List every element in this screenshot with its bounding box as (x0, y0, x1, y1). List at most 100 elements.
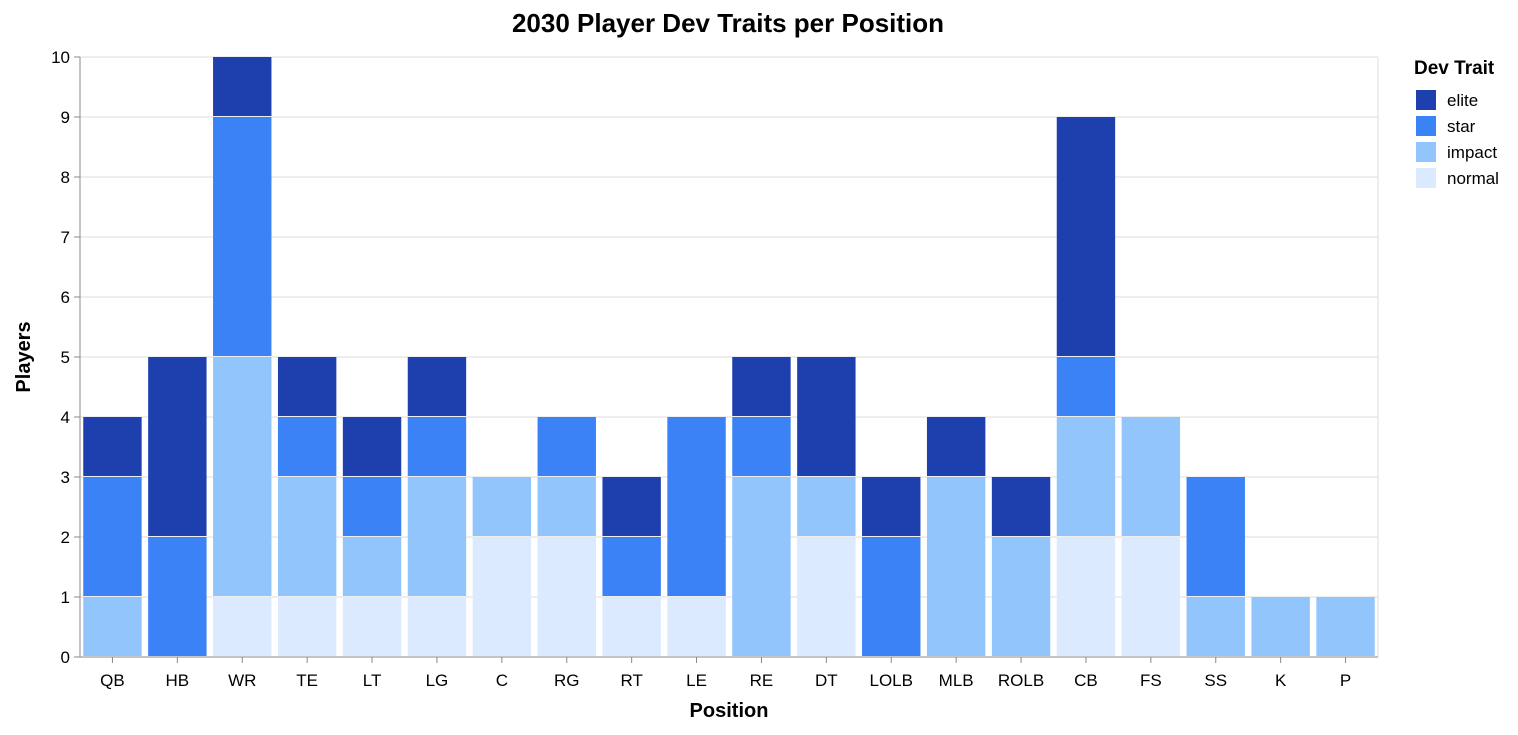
bar-le-star (667, 417, 726, 596)
bar-te-impact (277, 477, 337, 596)
x-tick-label-lt: LT (363, 671, 382, 690)
bar-cb-normal (1056, 537, 1116, 656)
bar-le-normal (667, 597, 726, 656)
bar-ss-star (1186, 477, 1245, 596)
legend-label-normal: normal (1447, 169, 1499, 188)
bar-c-normal (472, 537, 532, 656)
bar-rg-normal (537, 537, 596, 656)
x-tick-label-te: TE (296, 671, 318, 690)
bar-rt-elite (602, 477, 661, 536)
bar-qb-impact (83, 597, 142, 656)
bar-wr-impact (213, 357, 272, 596)
bar-lolb-star (862, 537, 921, 656)
bar-fs-normal (1121, 537, 1181, 656)
bar-re-impact (732, 477, 791, 656)
y-tick-label: 6 (61, 288, 70, 307)
bar-rt-normal (602, 597, 661, 656)
y-tick-label: 8 (61, 168, 70, 187)
bar-k-impact (1251, 597, 1310, 656)
x-tick-label-p: P (1340, 671, 1351, 690)
bar-rolb-impact (991, 537, 1051, 656)
bar-te-elite (277, 357, 337, 416)
x-tick-label-rg: RG (554, 671, 580, 690)
y-tick-label: 0 (61, 648, 70, 667)
bar-re-elite (732, 357, 791, 416)
bar-cb-elite (1056, 117, 1116, 356)
bar-lt-star (342, 477, 402, 536)
x-tick-label-rt: RT (620, 671, 642, 690)
y-tick-label: 1 (61, 588, 70, 607)
bar-rg-impact (537, 477, 596, 536)
bars (83, 57, 1375, 656)
bar-rg-star (537, 417, 596, 476)
bar-hb-elite (148, 357, 207, 536)
y-tick-label: 10 (51, 48, 70, 67)
x-tick-label-lg: LG (426, 671, 449, 690)
legend-swatch-impact (1416, 142, 1436, 162)
y-tick-label: 7 (61, 228, 70, 247)
bar-cb-impact (1056, 417, 1116, 536)
legend-title: Dev Trait (1414, 58, 1495, 79)
y-tick-label: 5 (61, 348, 70, 367)
legend-swatch-elite (1416, 90, 1436, 110)
bar-dt-elite (797, 357, 856, 476)
bar-wr-star (213, 117, 272, 356)
legend-swatch-star (1416, 116, 1436, 136)
bar-hb-star (148, 537, 207, 656)
x-tick-label-hb: HB (166, 671, 190, 690)
bar-lg-normal (407, 597, 467, 656)
bar-dt-impact (797, 477, 856, 536)
bar-wr-elite (213, 57, 272, 116)
bar-rolb-elite (991, 477, 1051, 536)
legend-swatch-normal (1416, 168, 1436, 188)
gridlines (80, 56, 1379, 658)
y-tick-label: 9 (61, 108, 70, 127)
legend: Dev Trait elite star impact normal (1414, 58, 1499, 188)
legend-label-elite: elite (1447, 91, 1478, 110)
bar-cb-star (1056, 357, 1116, 416)
x-tick-label-c: C (496, 671, 508, 690)
y-tick-label: 2 (61, 528, 70, 547)
bar-qb-elite (83, 417, 142, 476)
bar-lg-impact (407, 477, 467, 596)
y-tick-label: 4 (61, 408, 70, 427)
bar-ss-impact (1186, 597, 1245, 656)
x-tick-label-cb: CB (1074, 671, 1098, 690)
bar-mlb-elite (926, 417, 986, 476)
x-tick-label-rolb: ROLB (998, 671, 1044, 690)
chart-title: 2030 Player Dev Traits per Position (512, 8, 944, 38)
bar-fs-impact (1121, 417, 1181, 536)
x-tick-label-mlb: MLB (939, 671, 974, 690)
bar-wr-normal (213, 597, 272, 656)
bar-c-impact (472, 477, 532, 536)
legend-label-star: star (1447, 117, 1476, 136)
bar-lt-elite (342, 417, 402, 476)
bar-qb-star (83, 477, 142, 596)
x-tick-label-dt: DT (815, 671, 838, 690)
bar-re-star (732, 417, 791, 476)
bar-lt-normal (342, 597, 402, 656)
bar-p-impact (1316, 597, 1375, 656)
axes: 0 1 2 3 4 5 6 7 8 9 10 QB HB WR TE LT LG C RG RT LE RE DT LOLB M… (51, 48, 1378, 690)
x-tick-label-qb: QB (100, 671, 125, 690)
bar-lg-star (407, 417, 467, 476)
bar-lt-impact (342, 537, 402, 596)
x-tick-label-lolb: LOLB (870, 671, 913, 690)
bar-lolb-elite (862, 477, 921, 536)
legend-label-impact: impact (1447, 143, 1497, 162)
bar-lg-elite (407, 357, 467, 416)
bar-te-normal (277, 597, 337, 656)
x-tick-label-ss: SS (1204, 671, 1227, 690)
x-tick-label-fs: FS (1140, 671, 1162, 690)
x-tick-label-k: K (1275, 671, 1287, 690)
bar-rt-star (602, 537, 661, 596)
x-tick-label-wr: WR (228, 671, 256, 690)
x-tick-label-le: LE (686, 671, 707, 690)
y-axis-title: Players (13, 321, 35, 392)
y-tick-label: 3 (61, 468, 70, 487)
x-axis-title: Position (690, 700, 769, 722)
bar-dt-normal (797, 537, 856, 656)
bar-te-star (277, 417, 337, 476)
